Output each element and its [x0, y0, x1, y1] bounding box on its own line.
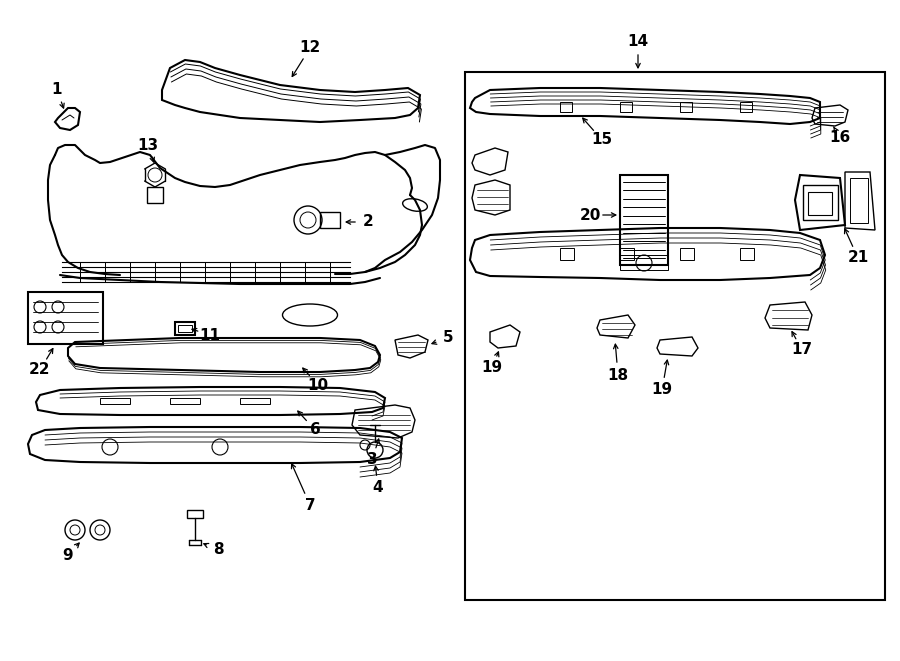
Text: 16: 16	[830, 130, 850, 145]
Text: 10: 10	[308, 377, 328, 393]
Text: 2: 2	[363, 215, 374, 229]
Text: 20: 20	[580, 208, 600, 223]
Text: 15: 15	[591, 132, 613, 147]
Text: 13: 13	[138, 137, 158, 153]
Text: 3: 3	[366, 453, 377, 467]
Text: 5: 5	[443, 330, 454, 346]
Text: 8: 8	[212, 543, 223, 557]
Text: 1: 1	[52, 83, 62, 98]
Text: 7: 7	[305, 498, 315, 512]
Text: 9: 9	[63, 547, 73, 563]
Text: 11: 11	[200, 327, 220, 342]
Text: 4: 4	[373, 481, 383, 496]
Text: 18: 18	[608, 368, 628, 383]
Text: 19: 19	[652, 383, 672, 397]
Text: 14: 14	[627, 34, 649, 50]
Text: 22: 22	[29, 362, 50, 377]
Text: 19: 19	[482, 360, 502, 375]
Text: 6: 6	[310, 422, 320, 438]
Text: 17: 17	[791, 342, 813, 358]
Text: 21: 21	[848, 251, 868, 266]
Text: 12: 12	[300, 40, 320, 56]
